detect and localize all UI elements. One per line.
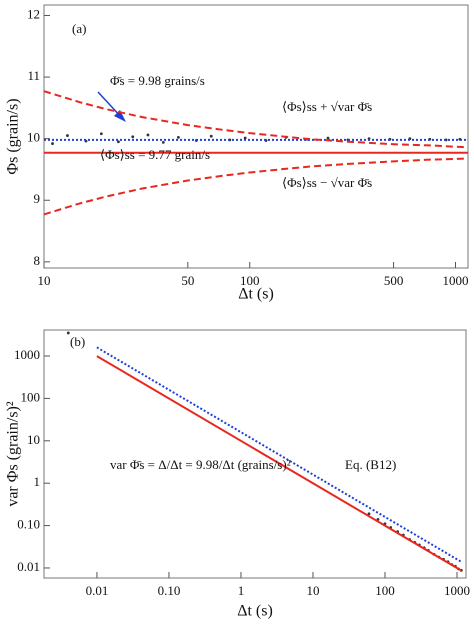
y-tick-label: 100 [21, 389, 41, 404]
x-tick-label: 50 [181, 273, 194, 288]
y-tick-label: 9 [34, 191, 41, 206]
x-tick-label: 1 [238, 583, 245, 598]
annotation: ⟨Φs⟩ss = 9.77 grain/s [100, 147, 210, 162]
y-tick-label: 12 [27, 6, 40, 21]
y-tick-label: 1 [34, 474, 41, 489]
point [99, 132, 103, 136]
annotation: ⟨Φs⟩ss + √var Φ̄s [282, 99, 372, 114]
annotation: var Φ̄s = Δ/Δt = 9.98/Δt (grains/s)² [110, 457, 291, 472]
panel-label: (b) [70, 334, 85, 349]
x-tick-label: 100 [375, 583, 395, 598]
x-axis-label: Δt (s) [238, 286, 274, 303]
y-tick-label: 1000 [14, 347, 40, 362]
point [209, 134, 213, 138]
line [43, 90, 469, 149]
annotation: ⟨Φs⟩ss − √var Φ̄s [282, 175, 372, 190]
point [66, 331, 70, 335]
point [131, 135, 135, 139]
y-tick-label: 10 [27, 432, 40, 447]
point [51, 142, 54, 145]
panel-label: (a) [72, 21, 86, 36]
y-tick-label: 8 [34, 253, 41, 268]
x-tick-label: 1000 [444, 583, 470, 598]
arrow-head [114, 110, 126, 122]
x-tick-label: 0.01 [86, 583, 109, 598]
x-axis-label: Δt (s) [237, 603, 273, 620]
point [146, 133, 150, 137]
x-tick-label: 10 [38, 273, 51, 288]
line [96, 355, 462, 572]
y-tick-label: 0.10 [17, 517, 40, 532]
frame [43, 4, 469, 269]
y-tick-label: 10 [27, 130, 40, 145]
x-tick-label: 500 [384, 273, 404, 288]
point [66, 134, 69, 137]
x-tick-label: 10 [306, 583, 319, 598]
y-tick-label: 0.01 [17, 559, 40, 574]
point [177, 136, 180, 139]
annotation: Φ̄s = 9.98 grains/s [110, 73, 205, 88]
frame [43, 329, 467, 579]
x-tick-label: 0.10 [158, 583, 181, 598]
annotation: Eq. (B12) [345, 457, 396, 472]
point [367, 512, 371, 516]
line [96, 346, 462, 563]
point [117, 140, 120, 144]
y-axis-label: Φs (grain/s) [5, 98, 22, 174]
point [326, 136, 330, 140]
point [161, 140, 165, 144]
x-tick-label: 100 [240, 273, 260, 288]
x-tick-label: 1000 [443, 273, 469, 288]
y-axis-label: var Φs (grain/s)² [5, 401, 22, 507]
line [43, 157, 469, 216]
y-tick-label: 11 [27, 68, 40, 83]
point [243, 136, 247, 140]
